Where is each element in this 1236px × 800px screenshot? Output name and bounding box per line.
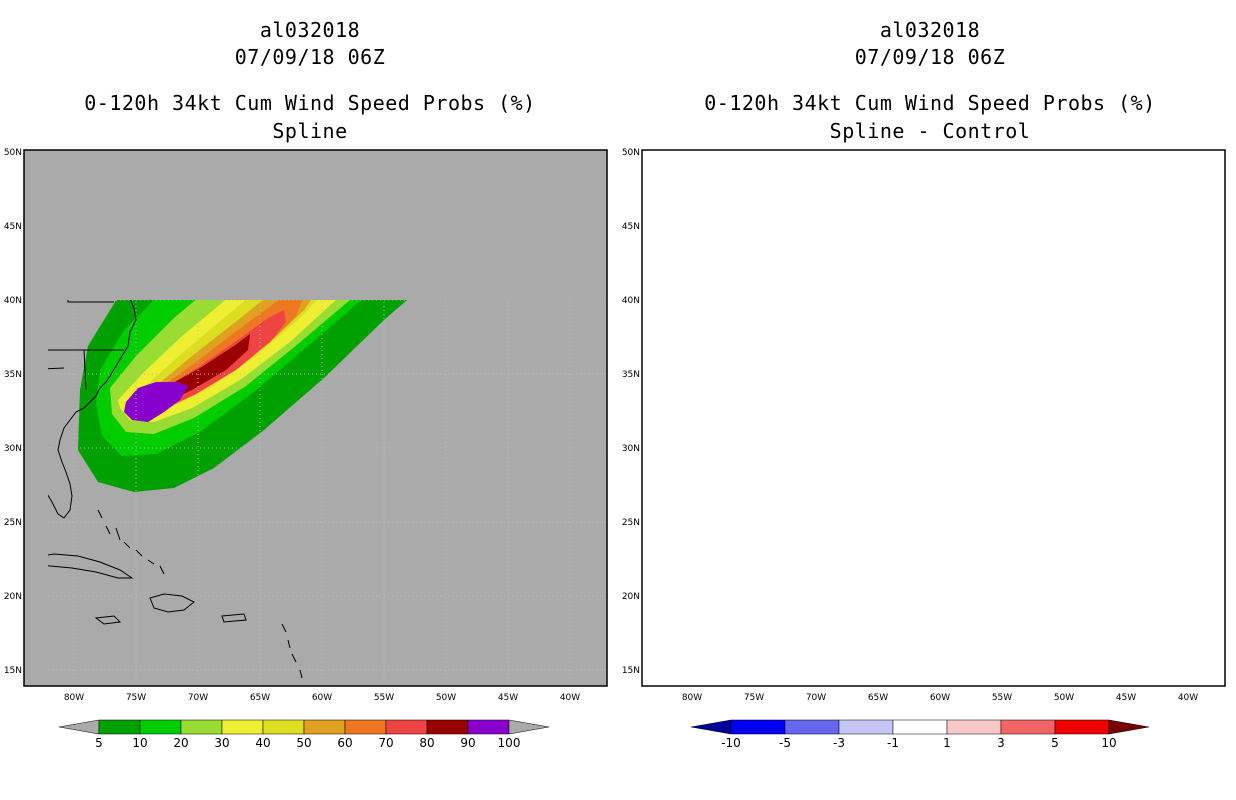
left-colorbar-swatch — [180, 719, 223, 735]
right-colorbar-swatch — [946, 719, 1002, 735]
left-colorbar-swatch — [344, 719, 387, 735]
right-lon-label: 40W — [1178, 693, 1198, 703]
right-colorbar-label: -1 — [887, 736, 899, 750]
left-colorbar-swatch — [98, 719, 141, 735]
left-lon-label: 45W — [498, 693, 518, 703]
left-colorbar-swatch — [262, 719, 305, 735]
right-colorbar-label: -10 — [721, 736, 741, 750]
right-lat-label: 15N — [622, 666, 640, 676]
left-lon-label: 70W — [188, 693, 208, 703]
left-colorbar-label: 10 — [132, 736, 147, 750]
left-lat-label: 45N — [4, 222, 22, 232]
left-lat-label: 30N — [4, 444, 22, 454]
left-colorbar-label: 90 — [460, 736, 475, 750]
right-map — [641, 149, 1226, 687]
left-title-method: Spline — [272, 119, 348, 143]
left-colorbar: 5 10 20 30 40 50 60 70 80 90 100 — [58, 719, 550, 750]
right-lon-label: 80W — [682, 693, 702, 703]
right-lat-label: 35N — [622, 370, 640, 380]
right-lat-label: 40N — [622, 296, 640, 306]
right-colorbar-label: 3 — [997, 736, 1005, 750]
left-lon-label: 80W — [64, 693, 84, 703]
left-lat-label: 50N — [4, 148, 22, 158]
left-colorbar-label: 60 — [337, 736, 352, 750]
left-lat-label: 25N — [4, 518, 22, 528]
right-lon-label: 60W — [930, 693, 950, 703]
left-lat-label: 15N — [4, 666, 22, 676]
left-colorbar-label: 20 — [173, 736, 188, 750]
right-lat-label: 30N — [622, 444, 640, 454]
right-lon-label: 55W — [992, 693, 1012, 703]
right-lat-label: 25N — [622, 518, 640, 528]
prob-band-90 — [124, 382, 188, 422]
left-map-frame — [23, 149, 608, 687]
left-colorbar-swatch — [426, 719, 469, 735]
right-colorbar-swatch — [730, 719, 786, 735]
left-colorbar-swatch — [139, 719, 182, 735]
left-lat-label: 35N — [4, 370, 22, 380]
left-title-storm-id: al032018 — [259, 18, 361, 42]
right-lon-label: 65W — [868, 693, 888, 703]
right-colorbar-swatch — [1054, 719, 1110, 735]
left-colorbar-under-arrow — [58, 719, 100, 735]
left-lon-label: 40W — [560, 693, 580, 703]
right-colorbar-swatch — [784, 719, 840, 735]
left-colorbar-swatch — [385, 719, 428, 735]
left-colorbar-label: 80 — [419, 736, 434, 750]
right-colorbar-label: 1 — [943, 736, 951, 750]
left-title-datetime: 07/09/18 06Z — [234, 45, 386, 69]
left-lon-label: 65W — [250, 693, 270, 703]
right-colorbar-over-arrow — [1108, 719, 1150, 735]
left-colorbar-label: 30 — [214, 736, 229, 750]
right-colorbar-label: -5 — [779, 736, 791, 750]
right-title-method: Spline - Control — [829, 119, 1031, 143]
right-map-background — [642, 150, 1225, 686]
left-colorbar-swatch — [467, 719, 510, 735]
left-colorbar-label: 70 — [378, 736, 393, 750]
left-lat-label: 20N — [4, 592, 22, 602]
right-lon-label: 50W — [1054, 693, 1074, 703]
left-colorbar-label: 50 — [296, 736, 311, 750]
left-lat-label: 40N — [4, 296, 22, 306]
right-colorbar-swatch — [838, 719, 894, 735]
left-colorbar-label: 5 — [95, 736, 103, 750]
left-colorbar-label: 100 — [498, 736, 521, 750]
left-title-product: 0-120h 34kt Cum Wind Speed Probs (%) — [84, 91, 536, 115]
left-lon-label: 75W — [126, 693, 146, 703]
right-title-datetime: 07/09/18 06Z — [854, 45, 1006, 69]
left-lon-label: 55W — [374, 693, 394, 703]
right-colorbar-swatch — [1000, 719, 1056, 735]
left-colorbar-over-arrow — [508, 719, 550, 735]
right-lat-label: 45N — [622, 222, 640, 232]
right-colorbar-label: 10 — [1101, 736, 1116, 750]
right-lon-label: 75W — [744, 693, 764, 703]
right-colorbar-swatch — [892, 719, 948, 735]
right-lat-label: 20N — [622, 592, 640, 602]
right-colorbar-label: -3 — [833, 736, 845, 750]
left-map — [23, 149, 608, 687]
right-colorbar-under-arrow — [690, 719, 732, 735]
right-colorbar-label: 5 — [1051, 736, 1059, 750]
left-lon-label: 60W — [312, 693, 332, 703]
right-lon-label: 45W — [1116, 693, 1136, 703]
left-colorbar-swatch — [221, 719, 264, 735]
right-title-storm-id: al032018 — [879, 18, 981, 42]
left-colorbar-label: 40 — [255, 736, 270, 750]
right-map-frame — [641, 149, 1226, 687]
right-colorbar: -10 -5 -3 -1 1 3 5 10 — [690, 719, 1150, 750]
right-title-product: 0-120h 34kt Cum Wind Speed Probs (%) — [704, 91, 1156, 115]
left-colorbar-swatch — [303, 719, 346, 735]
left-lon-label: 50W — [436, 693, 456, 703]
right-lon-label: 70W — [806, 693, 826, 703]
right-lat-label: 50N — [622, 148, 640, 158]
